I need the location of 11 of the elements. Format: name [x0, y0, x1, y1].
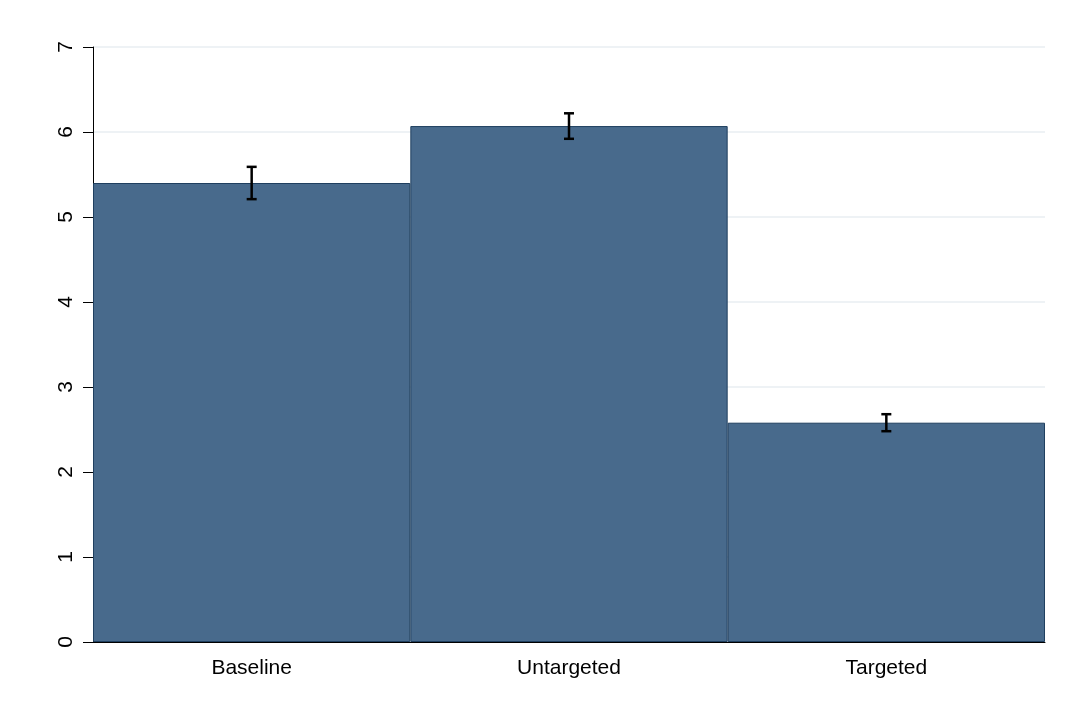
y-tick-label: 7 [53, 41, 76, 53]
y-tick-label: 5 [53, 211, 76, 223]
x-tick-label: Targeted [845, 655, 928, 678]
y-tick-label: 2 [53, 466, 76, 478]
y-tick-label: 6 [53, 126, 76, 138]
y-tick-label: 3 [53, 381, 76, 393]
y-tick-label: 0 [53, 636, 76, 648]
x-tick-label: Untargeted [517, 655, 621, 678]
x-tick-label: Baseline [211, 655, 292, 678]
y-tick-label: 4 [53, 295, 76, 308]
y-tick-label: 1 [53, 551, 76, 563]
